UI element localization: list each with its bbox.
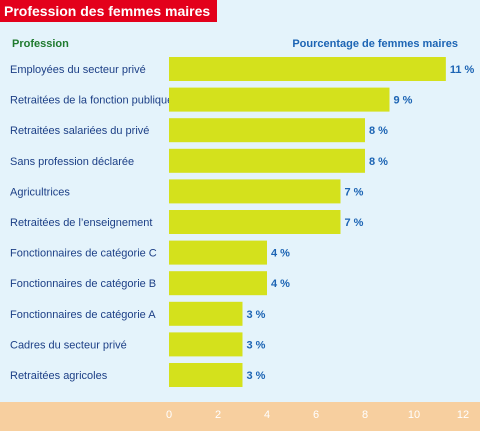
x-axis-band — [0, 402, 480, 431]
category-label: Fonctionnaires de catégorie B — [10, 278, 156, 290]
category-label: Cadres du secteur privé — [10, 339, 127, 351]
value-label: 3 % — [247, 339, 266, 351]
value-label: 8 % — [369, 156, 388, 168]
bar — [169, 271, 267, 296]
value-label: 4 % — [271, 248, 290, 260]
value-label: 7 % — [345, 186, 364, 198]
bar — [169, 240, 267, 265]
x-tick-label: 6 — [313, 409, 319, 421]
x-tick-label: 2 — [215, 409, 221, 421]
bar — [169, 148, 365, 173]
bar — [169, 57, 446, 81]
x-tick-label: 4 — [264, 409, 270, 421]
value-label: 3 % — [247, 309, 266, 321]
value-header: Pourcentage de femmes maires — [292, 38, 458, 50]
x-tick-label: 8 — [362, 409, 368, 421]
category-label: Fonctionnaires de catégorie C — [10, 248, 157, 260]
value-label: 11 % — [450, 64, 475, 76]
bar — [169, 363, 243, 387]
value-label: 4 % — [271, 278, 290, 290]
bar — [169, 210, 341, 234]
bar — [169, 301, 243, 326]
bar — [169, 332, 243, 357]
value-label: 8 % — [369, 125, 388, 137]
category-label: Retraitées agricoles — [10, 370, 108, 382]
category-label: Retraitées salariées du privé — [10, 125, 149, 137]
category-label: Retraitées de la fonction publique — [10, 95, 173, 107]
chart-title: Profession des femmes maires — [0, 0, 218, 22]
category-label: Fonctionnaires de catégorie A — [10, 309, 156, 321]
bar — [169, 118, 365, 143]
category-label: Retraitées de l’enseignement — [10, 217, 152, 229]
x-tick-label: 12 — [457, 409, 469, 421]
value-label: 3 % — [247, 370, 266, 382]
value-label: 9 % — [394, 95, 413, 107]
category-label: Employées du secteur privé — [10, 64, 146, 76]
bar — [169, 179, 341, 204]
value-label: 7 % — [345, 217, 364, 229]
category-label: Agricultrices — [10, 186, 70, 198]
category-label: Sans profession déclarée — [10, 156, 134, 168]
category-header: Profession — [12, 38, 69, 50]
bar — [169, 87, 390, 112]
x-tick-label: 10 — [408, 409, 420, 421]
x-tick-label: 0 — [166, 409, 172, 421]
